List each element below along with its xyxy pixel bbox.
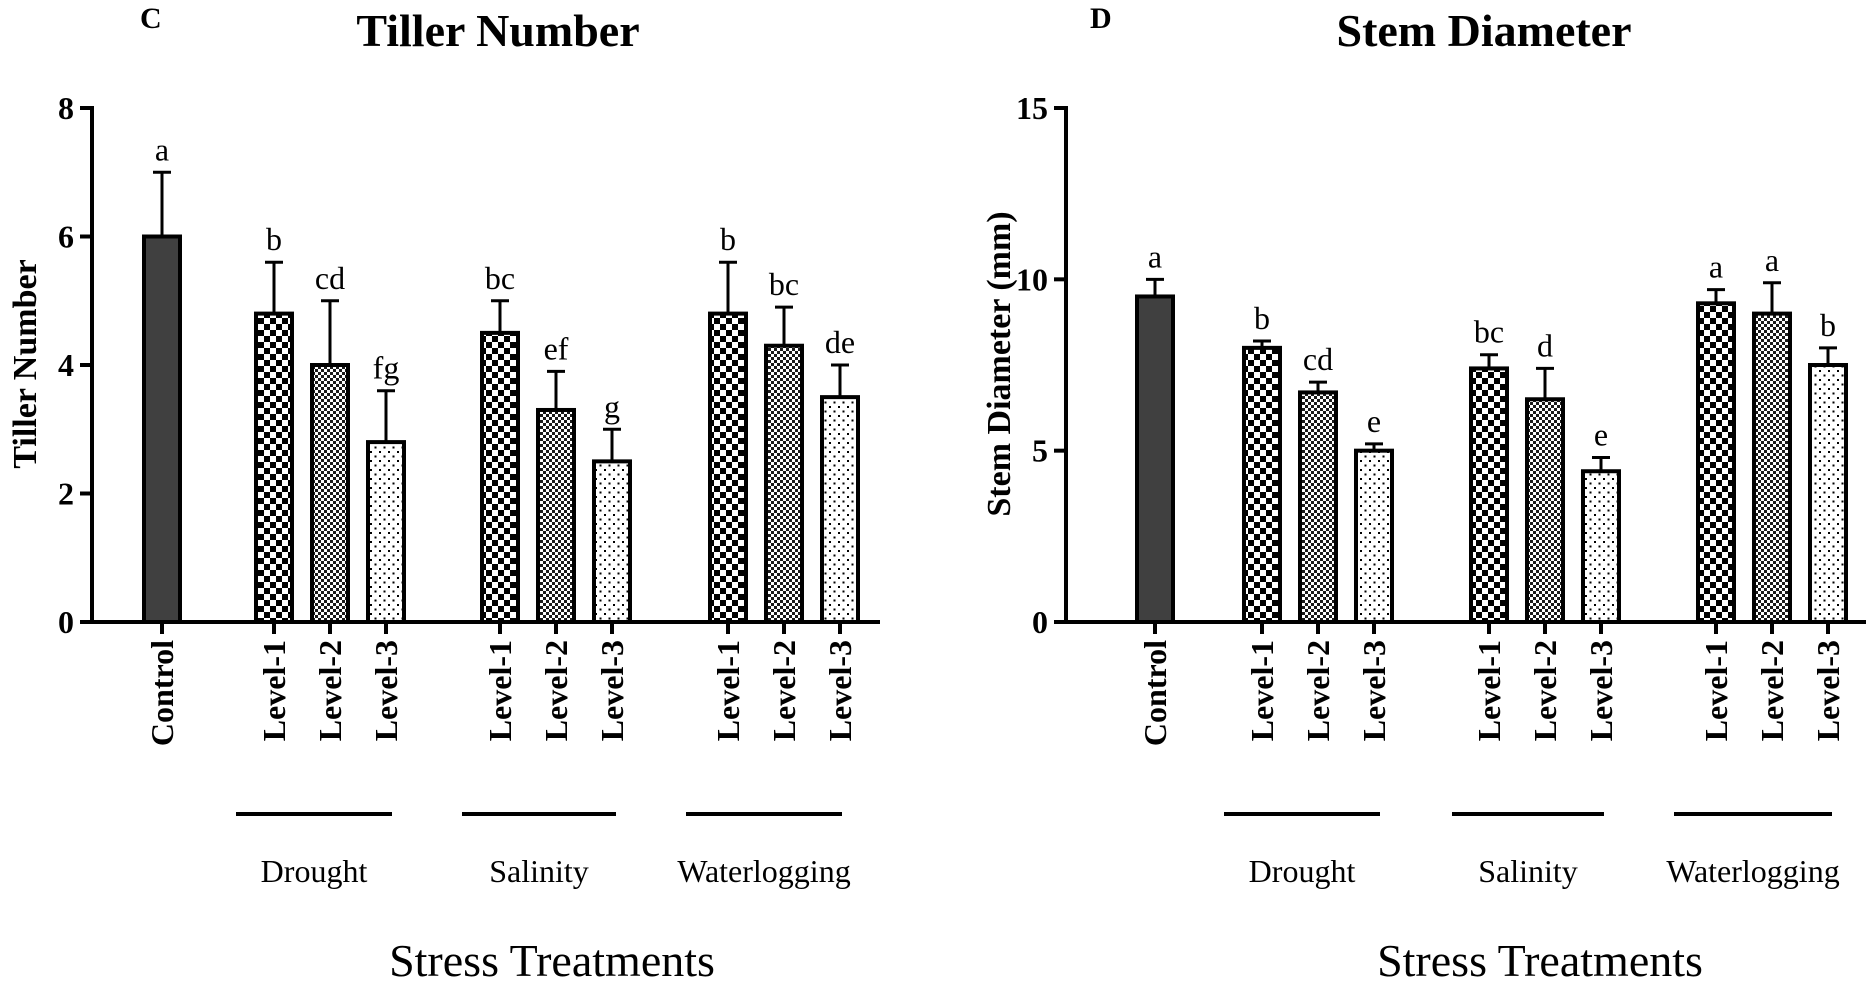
significance-label: b	[1820, 307, 1836, 343]
x-tick-label: Level-3	[368, 640, 404, 741]
x-tick-label: Level-1	[256, 640, 292, 741]
x-tick-label: Level-2	[766, 640, 802, 741]
group-label: Salinity	[1478, 853, 1578, 889]
bar	[1581, 469, 1621, 624]
panel-letter: D	[1090, 2, 1112, 35]
x-tick-label: Control	[144, 640, 180, 746]
bar	[1525, 397, 1565, 624]
x-tick-label: Level-1	[482, 640, 518, 741]
y-axis-label: Stem Diameter (mm)	[981, 211, 1018, 516]
significance-label: de	[825, 324, 855, 360]
bar	[820, 395, 860, 624]
x-tick-label: Level-3	[1356, 640, 1392, 741]
x-tick-label: Level-3	[594, 640, 630, 741]
bar	[142, 234, 182, 624]
y-tick-label: 0	[58, 604, 74, 640]
x-tick-label: Control	[1137, 640, 1173, 746]
bar	[536, 407, 576, 624]
panel-c: C Tiller Number Tiller Number 0 2 4 6 8 a Cont…	[7, 2, 880, 984]
y-tick-label: 6	[58, 219, 74, 255]
bar	[254, 311, 294, 624]
bar	[1752, 311, 1792, 624]
significance-label: a	[1765, 242, 1779, 278]
bar	[310, 363, 350, 624]
significance-label: d	[1537, 327, 1553, 363]
panel-d: D Stem Diameter Stem Diameter (mm) 0 5 10 1…	[981, 2, 1866, 984]
bar	[480, 330, 520, 624]
plot-area: 0 5 10 15 a Control b Level-1 cd Level-2 e Level-3 b…	[1016, 90, 1866, 889]
bar	[1354, 448, 1394, 624]
significance-label: a	[1709, 249, 1723, 285]
significance-label: bc	[1474, 314, 1504, 350]
bar	[764, 343, 804, 624]
y-tick-label: 5	[1032, 433, 1048, 469]
x-tick-label: Level-1	[1244, 640, 1280, 741]
significance-label: a	[1148, 238, 1162, 274]
significance-label: ef	[544, 330, 569, 366]
significance-label: fg	[373, 350, 400, 386]
significance-label: bc	[485, 260, 515, 296]
group-label: Drought	[1249, 853, 1356, 889]
group-label: Waterlogging	[1666, 853, 1839, 889]
bar	[366, 440, 406, 624]
bar	[1696, 301, 1736, 624]
significance-label: b	[266, 221, 282, 257]
x-tick-label: Level-2	[1300, 640, 1336, 741]
significance-label: cd	[1303, 341, 1333, 377]
x-tick-label: Level-1	[1698, 640, 1734, 741]
bar	[1469, 366, 1509, 624]
y-axis-label: Tiller Number	[7, 259, 44, 468]
group-label: Waterlogging	[677, 853, 850, 889]
y-tick-label: 10	[1016, 261, 1048, 297]
significance-label: e	[1594, 417, 1608, 453]
x-tick-label: Level-2	[538, 640, 574, 741]
group-label: Salinity	[489, 853, 589, 889]
significance-label: bc	[769, 266, 799, 302]
bar	[592, 459, 632, 624]
bar	[1298, 390, 1338, 624]
x-axis-label: Stress Treatments	[1377, 935, 1703, 984]
significance-label: g	[604, 388, 620, 424]
bar	[1808, 363, 1848, 624]
significance-label: e	[1367, 403, 1381, 439]
plot-area: 0 2 4 6 8 a Control b Level-1 cd Level-2 fg Level-3 b…	[58, 90, 880, 889]
y-tick-label: 8	[58, 90, 74, 126]
chart-title: Stem Diameter	[1336, 5, 1631, 56]
bar	[1135, 294, 1175, 624]
bar	[708, 311, 748, 624]
bar	[1242, 345, 1282, 624]
y-tick-label: 4	[58, 347, 74, 383]
x-tick-label: Level-1	[710, 640, 746, 741]
group-label: Drought	[261, 853, 368, 889]
chart-title: Tiller Number	[356, 5, 639, 56]
x-tick-label: Level-2	[1527, 640, 1563, 741]
x-tick-label: Level-1	[1471, 640, 1507, 741]
x-tick-label: Level-2	[312, 640, 348, 741]
significance-label: a	[155, 131, 169, 167]
significance-label: cd	[315, 260, 345, 296]
y-tick-label: 2	[58, 476, 74, 512]
significance-label: b	[1254, 300, 1270, 336]
x-axis-label: Stress Treatments	[389, 935, 715, 984]
x-tick-label: Level-2	[1754, 640, 1790, 741]
panel-letter: C	[140, 2, 162, 35]
x-tick-label: Level-3	[1810, 640, 1846, 741]
x-tick-label: Level-3	[1583, 640, 1619, 741]
x-tick-label: Level-3	[822, 640, 858, 741]
y-tick-label: 0	[1032, 604, 1048, 640]
y-tick-label: 15	[1016, 90, 1048, 126]
significance-label: b	[720, 221, 736, 257]
